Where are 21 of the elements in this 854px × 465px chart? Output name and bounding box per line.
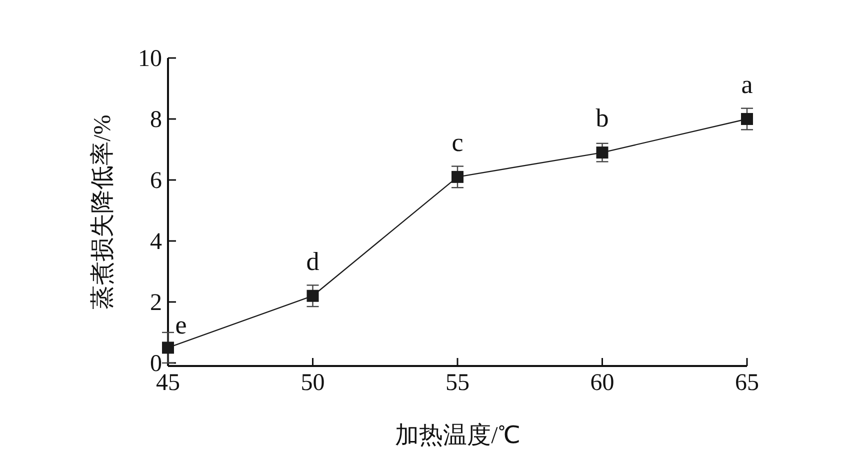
annotation: e [175, 310, 187, 340]
y-tick-label: 8 [150, 106, 162, 133]
y-tick-label: 10 [138, 46, 162, 72]
annotation: b [596, 104, 609, 133]
point [741, 112, 753, 125]
annotation: a [741, 70, 754, 99]
x-axis-title: 加热温度/℃ [395, 422, 520, 449]
x-tick-label: 50 [300, 370, 325, 396]
y-tick-label: 2 [150, 290, 162, 316]
x-tick-label: 55 [446, 370, 470, 396]
annotation: c [452, 128, 464, 157]
x-tick-label: 60 [590, 370, 614, 396]
y-tick-label: 6 [150, 168, 162, 194]
y-axis-title: 蒸煮损失降低率/% [89, 114, 116, 310]
point [596, 146, 608, 159]
point [452, 170, 464, 183]
x-tick-label: 65 [735, 370, 759, 396]
y-tick-label: 4 [150, 228, 162, 255]
annotation: d [306, 246, 320, 276]
point [306, 290, 319, 302]
point [162, 342, 174, 354]
